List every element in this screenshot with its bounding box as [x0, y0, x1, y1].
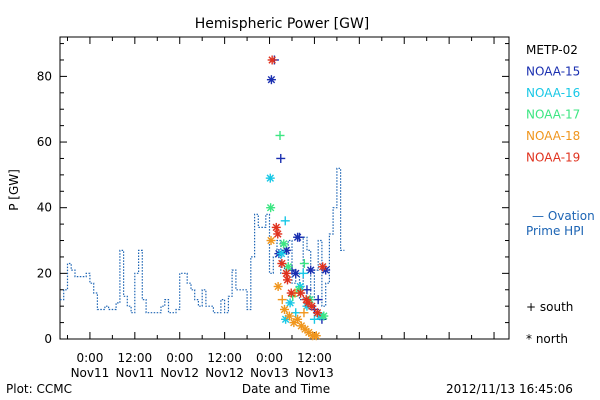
south-marker-noaa-16 [280, 216, 290, 226]
y-axis-label: P [GW] [7, 169, 21, 211]
north-marker-noaa-18 [296, 321, 306, 331]
north-marker-noaa-18 [280, 304, 289, 314]
ovation-hpi-line [60, 167, 345, 314]
x-tick-time-label: 12:00 [118, 351, 153, 365]
x-tick-time-label: 0:00 [256, 351, 283, 365]
south-marker-noaa-15 [294, 232, 304, 242]
south-marker-noaa-16 [298, 268, 308, 278]
south-marker-noaa-18 [299, 308, 309, 318]
north-marker-noaa-19 [286, 288, 296, 298]
y-tick-label: 20 [37, 266, 52, 280]
north-marker-noaa-17 [266, 203, 276, 213]
south-marker-key: + south [526, 300, 573, 314]
x-tick-date-label: Nov11 [115, 366, 154, 380]
legend-item-metp-02: METP-02 [526, 43, 578, 57]
legend-item-noaa-19: NOAA-19 [526, 151, 580, 165]
satellite-legend: METP-02 NOAA-15 NOAA-16 NOAA-17 NOAA-18 NOAA-… [526, 43, 580, 165]
south-marker-noaa-18 [277, 295, 287, 305]
x-tick-time-label: 0:00 [76, 351, 103, 365]
south-marker-noaa-17 [275, 130, 285, 140]
x-tick-time-label: 12:00 [207, 351, 242, 365]
x-tick-date-label: Nov12 [205, 366, 244, 380]
north-marker-noaa-19 [296, 288, 306, 298]
south-marker-noaa-17 [299, 259, 309, 268]
x-axis-label: Date and Time [242, 382, 330, 396]
north-marker-noaa-19 [277, 259, 287, 268]
x-axis: 0:00Nov1112:00Nov110:00Nov1212:00Nov120:… [66, 37, 495, 380]
north-marker-noaa-17 [283, 262, 293, 272]
legend-item-noaa-18: NOAA-18 [526, 129, 580, 143]
north-marker-noaa-17 [319, 311, 329, 321]
south-marker-noaa-15 [276, 153, 286, 163]
north-marker-noaa-19 [282, 275, 292, 285]
chart-title: Hemispheric Power [GW] [195, 16, 370, 32]
x-tick-time-label: 12:00 [297, 351, 332, 365]
x-tick-time-label: 0:00 [166, 351, 193, 365]
north-marker-key: * north [526, 332, 568, 346]
north-marker-noaa-18 [266, 236, 276, 246]
legend-item-noaa-17: NOAA-17 [526, 108, 580, 122]
south-marker-noaa-15 [313, 295, 323, 305]
north-marker-noaa-16 [265, 173, 275, 183]
legend-item-noaa-16: NOAA-16 [526, 86, 580, 100]
y-tick-label: 0 [44, 332, 52, 346]
north-marker-noaa-16 [277, 249, 287, 259]
plot-frame [59, 36, 510, 340]
x-tick-date-label: Nov13 [250, 366, 289, 380]
ovation-legend-line2: Prime HPI [526, 224, 584, 238]
y-tick-label: 60 [37, 135, 52, 149]
north-marker-noaa-19 [267, 55, 277, 65]
legend-item-noaa-15: NOAA-15 [526, 65, 580, 79]
south-marker-noaa-15 [302, 285, 312, 295]
north-marker-noaa-18 [293, 314, 303, 324]
y-tick-label: 40 [37, 201, 52, 215]
y-axis: 0 20 40 60 80 [37, 43, 509, 346]
north-marker-noaa-19 [271, 222, 281, 232]
south-marker-noaa-16 [291, 308, 301, 318]
satellite-markers [265, 55, 331, 341]
ovation-hpi-series [60, 167, 345, 314]
north-marker-noaa-19 [273, 229, 283, 239]
plot-credit: Plot: CCMC [6, 382, 72, 396]
north-marker-noaa-18 [311, 331, 321, 341]
x-tick-date-label: Nov11 [71, 366, 110, 380]
north-marker-noaa-19 [312, 308, 322, 318]
x-tick-date-label: Nov13 [295, 366, 334, 380]
north-marker-noaa-17 [279, 239, 289, 249]
north-marker-noaa-19 [307, 301, 317, 311]
north-marker-noaa-19 [281, 268, 291, 278]
north-marker-noaa-18 [273, 281, 283, 291]
north-marker-noaa-15 [306, 265, 316, 275]
north-marker-noaa-18 [284, 311, 294, 321]
timestamp: 2012/11/13 16:45:06 [446, 382, 573, 396]
north-marker-noaa-19 [318, 262, 328, 272]
north-marker-noaa-15 [266, 75, 276, 85]
x-tick-date-label: Nov12 [160, 366, 199, 380]
y-tick-label: 80 [37, 69, 52, 83]
ovation-legend-line1: — Ovation [532, 209, 595, 223]
